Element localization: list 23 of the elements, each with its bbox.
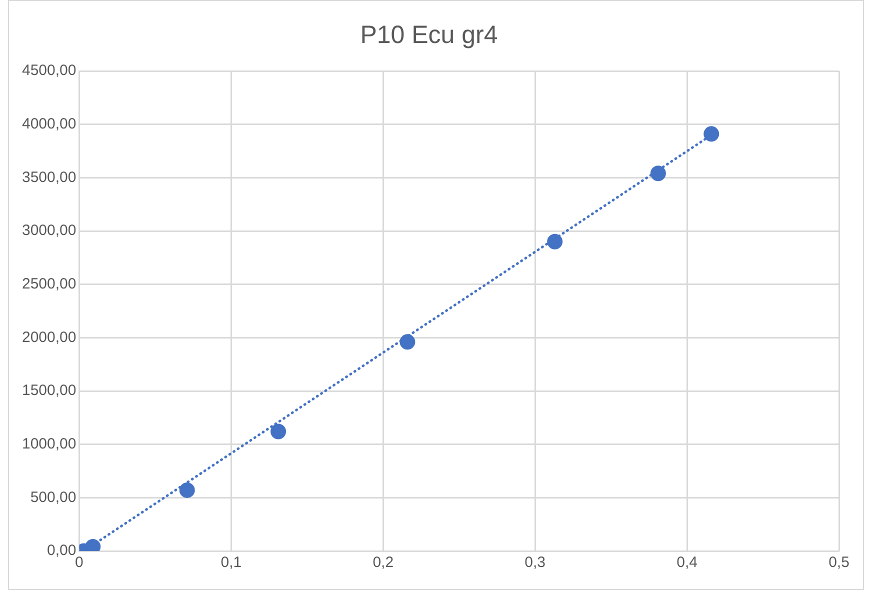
x-tick-label: 0: [75, 554, 84, 572]
point: [704, 126, 720, 142]
x-tick-label: 0,2: [372, 554, 394, 572]
y-tick-label: 500,00: [30, 488, 76, 506]
x-tick-label: 0,3: [524, 554, 546, 572]
y-tick-label: 1000,00: [22, 435, 76, 452]
y-tick-label: 2000,00: [22, 328, 76, 346]
x-tick-label: 0,1: [220, 554, 242, 572]
x-tick-label: 0,4: [676, 554, 698, 572]
y-tick-label: 0,00: [47, 542, 76, 560]
y-tick-label: 4500,00: [22, 62, 76, 80]
point: [650, 166, 666, 182]
point: [179, 482, 195, 498]
y-tick-label: 3500,00: [22, 168, 76, 186]
point: [400, 334, 416, 350]
x-tick-label: 0,5: [828, 554, 850, 572]
y-tick-label: 3000,00: [22, 222, 76, 240]
y-tick-label: 4000,00: [22, 115, 76, 132]
point: [547, 234, 563, 250]
y-tick-label: 2500,00: [22, 275, 76, 292]
y-tick-label: 1500,00: [22, 382, 76, 400]
chart-title: P10 Ecu gr4: [360, 20, 498, 49]
point: [270, 424, 286, 440]
